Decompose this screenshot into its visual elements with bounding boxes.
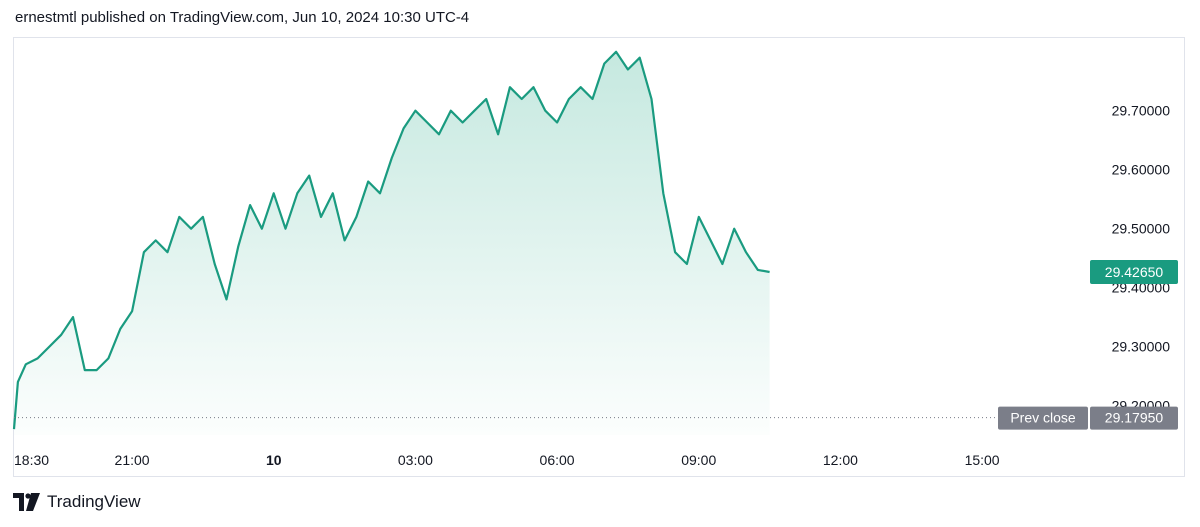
current-price-label: 29.42650 [1105, 264, 1164, 280]
tradingview-footer[interactable]: TradingView [13, 492, 141, 512]
x-tick-label: 06:00 [540, 452, 575, 468]
x-tick-label: 21:00 [115, 452, 150, 468]
x-tick-label: 10 [266, 452, 282, 468]
y-tick-label: 29.70000 [1112, 103, 1171, 119]
y-tick-label: 29.50000 [1112, 221, 1171, 237]
x-tick-label: 18:30 [14, 452, 49, 468]
x-tick-label: 03:00 [398, 452, 433, 468]
price-area-fill [14, 51, 770, 436]
price-chart[interactable]: 29.7000029.6000029.5000029.4000029.30000… [0, 0, 1200, 480]
current-price-tag [1090, 259, 1178, 284]
y-tick-label: 29.30000 [1112, 339, 1171, 355]
publish-info: ernestmtl published on TradingView.com, … [15, 9, 470, 26]
prev-close-value-label: 29.17950 [1105, 410, 1164, 426]
x-tick-label: 12:00 [823, 452, 858, 468]
y-tick-label: 29.60000 [1112, 162, 1171, 178]
prev-close-name-tag [998, 406, 1088, 430]
price-line [12, 50, 770, 430]
x-tick-label: 09:00 [681, 452, 716, 468]
prev-close-value-tag [1090, 406, 1178, 430]
tradingview-brand: TradingView [47, 492, 141, 511]
tradingview-logo-icon [13, 493, 40, 511]
x-tick-label: 15:00 [965, 452, 1000, 468]
prev-close-name-label: Prev close [1010, 410, 1076, 426]
chart-frame[interactable] [13, 37, 1185, 477]
